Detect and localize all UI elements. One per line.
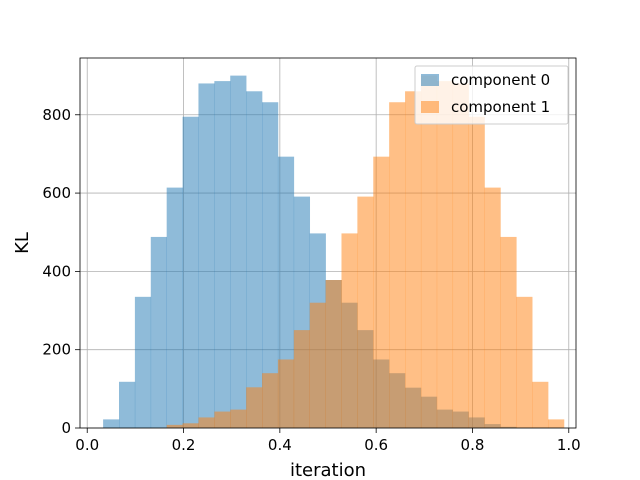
legend-swatch — [421, 101, 439, 113]
histogram-bar-series-1 — [389, 102, 406, 429]
legend-label: component 1 — [451, 98, 550, 116]
histogram-bar-series-1 — [277, 359, 295, 428]
histogram-bar-series-1 — [468, 116, 485, 428]
histogram-bar-series-1 — [198, 417, 215, 428]
histogram-bar-series-1 — [420, 75, 438, 428]
ticks-layer: 0.0 0.2 0.4 0.6 0.8 1.0 0 200 400 600 800 — [42, 106, 580, 454]
bars-layer — [103, 75, 565, 429]
histogram-bar-series-0 — [230, 75, 247, 428]
histogram-bar-series-1 — [293, 330, 311, 428]
histogram-bar-series-1 — [214, 411, 231, 428]
y-tick-label: 0 — [61, 419, 71, 437]
histogram-bar-series-0 — [103, 419, 120, 428]
x-tick-label: 0.2 — [172, 436, 196, 454]
histogram-bar-series-0 — [150, 236, 167, 428]
histogram-bar-series-0 — [182, 116, 199, 428]
histogram-bar-series-1 — [166, 424, 183, 428]
histogram-bar-series-1 — [246, 387, 263, 428]
histogram-bar-series-1 — [516, 296, 533, 428]
histogram-bar-series-1 — [373, 156, 390, 428]
x-tick-label: 1.0 — [557, 436, 581, 454]
histogram-bar-series-1 — [341, 233, 358, 428]
plot-frame — [79, 57, 577, 429]
histogram-bar-series-1 — [405, 91, 422, 428]
x-axis-label: iteration — [290, 460, 366, 480]
histogram-bar-series-1 — [452, 83, 469, 428]
histogram-bar-series-1 — [325, 280, 342, 428]
histogram-bar-series-1 — [230, 409, 247, 428]
legend-box — [414, 65, 569, 125]
histogram-bar-series-0 — [246, 91, 263, 428]
histogram-bar-series-1 — [309, 302, 326, 428]
y-tick-label: 600 — [42, 184, 71, 202]
histogram-bar-series-1 — [357, 196, 374, 428]
histogram-bar-series-0 — [214, 81, 231, 429]
histogram-bar-series-0 — [119, 381, 136, 428]
histogram-bar-series-0 — [134, 296, 152, 428]
x-tick-label: 0.6 — [364, 436, 388, 454]
histogram-bar-series-1 — [262, 373, 279, 428]
y-tick-label: 200 — [42, 341, 71, 359]
y-axis-label: KL — [12, 232, 33, 254]
y-tick-label: 800 — [42, 106, 71, 124]
x-tick-label: 0.8 — [461, 436, 485, 454]
histogram-bar-series-0 — [262, 102, 279, 429]
histogram-bar-series-1 — [532, 381, 549, 428]
y-tick-label: 400 — [42, 262, 71, 280]
legend-swatch — [421, 74, 439, 86]
histogram-bar-series-1 — [484, 187, 501, 428]
x-tick-label: 0.0 — [75, 436, 99, 454]
histogram-bar-series-0 — [166, 187, 183, 428]
legend: component 0 component 1 — [414, 65, 569, 125]
histogram-bar-series-1 — [436, 81, 454, 429]
histogram-bar-series-1 — [500, 236, 517, 428]
histogram-bar-series-0 — [198, 83, 215, 428]
histogram-bar-series-1 — [182, 423, 199, 428]
histogram-bar-series-1 — [548, 419, 565, 428]
legend-label: component 0 — [451, 71, 550, 89]
x-tick-label: 0.4 — [268, 436, 292, 454]
